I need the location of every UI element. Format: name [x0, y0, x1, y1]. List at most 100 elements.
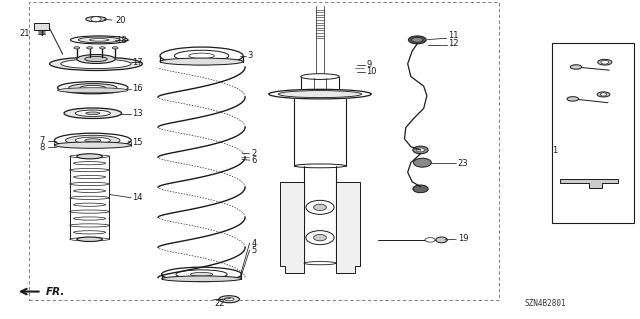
Ellipse shape — [219, 296, 239, 303]
Ellipse shape — [74, 175, 106, 179]
Text: 4: 4 — [252, 239, 257, 248]
Circle shape — [413, 185, 428, 193]
Ellipse shape — [100, 47, 105, 49]
Ellipse shape — [70, 182, 109, 186]
Ellipse shape — [301, 74, 339, 79]
Text: 6: 6 — [252, 156, 257, 165]
Ellipse shape — [84, 56, 108, 62]
Ellipse shape — [408, 36, 426, 44]
Ellipse shape — [425, 238, 435, 242]
Text: 16: 16 — [132, 84, 143, 93]
Circle shape — [306, 231, 334, 245]
Circle shape — [91, 17, 101, 22]
Circle shape — [306, 200, 334, 214]
Circle shape — [413, 146, 428, 154]
Text: 9: 9 — [366, 60, 371, 69]
Ellipse shape — [65, 135, 120, 145]
Ellipse shape — [79, 37, 120, 43]
Ellipse shape — [61, 59, 131, 69]
Ellipse shape — [87, 47, 92, 49]
Ellipse shape — [191, 272, 212, 276]
Text: 13: 13 — [132, 109, 143, 118]
Polygon shape — [336, 182, 360, 273]
Ellipse shape — [278, 91, 362, 98]
Ellipse shape — [58, 88, 128, 93]
Text: 17: 17 — [132, 58, 143, 67]
Ellipse shape — [69, 84, 117, 92]
Ellipse shape — [54, 133, 131, 147]
Ellipse shape — [58, 82, 128, 94]
Ellipse shape — [161, 267, 242, 281]
Polygon shape — [280, 182, 304, 273]
Ellipse shape — [570, 65, 582, 69]
Circle shape — [417, 148, 424, 152]
Text: 11: 11 — [448, 31, 458, 40]
Ellipse shape — [160, 47, 243, 64]
Text: 15: 15 — [132, 138, 143, 147]
Ellipse shape — [50, 57, 143, 70]
Text: 8: 8 — [40, 143, 45, 152]
Ellipse shape — [304, 262, 336, 265]
Ellipse shape — [80, 85, 106, 90]
Text: 21: 21 — [19, 29, 29, 38]
Text: 7: 7 — [40, 137, 45, 145]
Bar — [34, 23, 49, 30]
Ellipse shape — [294, 164, 346, 168]
Ellipse shape — [76, 137, 111, 144]
Ellipse shape — [160, 58, 243, 65]
Text: 12: 12 — [448, 39, 458, 48]
Ellipse shape — [74, 203, 106, 206]
Ellipse shape — [74, 217, 106, 220]
Ellipse shape — [70, 224, 109, 227]
Ellipse shape — [74, 231, 106, 234]
Ellipse shape — [161, 276, 242, 282]
Ellipse shape — [70, 155, 109, 158]
Ellipse shape — [77, 55, 115, 63]
Bar — [29, 2, 499, 300]
Ellipse shape — [174, 50, 229, 61]
Ellipse shape — [567, 97, 579, 101]
Ellipse shape — [54, 142, 131, 148]
Ellipse shape — [84, 139, 101, 142]
Ellipse shape — [64, 108, 122, 119]
Text: 3: 3 — [248, 51, 253, 60]
Ellipse shape — [86, 112, 100, 115]
Ellipse shape — [77, 154, 102, 159]
Ellipse shape — [77, 237, 102, 241]
Text: 22: 22 — [214, 299, 225, 308]
Text: FR.: FR. — [46, 286, 65, 297]
Text: 1: 1 — [552, 146, 557, 155]
Text: 18: 18 — [116, 36, 127, 45]
Ellipse shape — [70, 168, 109, 172]
Ellipse shape — [76, 110, 111, 116]
Ellipse shape — [90, 39, 109, 41]
Ellipse shape — [70, 238, 109, 241]
Text: 20: 20 — [115, 16, 125, 25]
Text: 19: 19 — [458, 234, 468, 243]
Text: 14: 14 — [132, 193, 143, 202]
Ellipse shape — [70, 36, 128, 44]
Ellipse shape — [86, 17, 106, 22]
Circle shape — [314, 234, 326, 241]
Ellipse shape — [269, 89, 371, 99]
Ellipse shape — [74, 162, 106, 165]
Bar — [552, 43, 634, 223]
Circle shape — [314, 204, 326, 211]
Ellipse shape — [436, 237, 447, 243]
Polygon shape — [560, 179, 618, 188]
Text: SZN4B2801: SZN4B2801 — [525, 299, 566, 308]
Ellipse shape — [74, 47, 79, 49]
Ellipse shape — [70, 196, 109, 199]
Ellipse shape — [598, 59, 612, 65]
Ellipse shape — [597, 92, 610, 97]
Circle shape — [600, 93, 607, 96]
Text: 23: 23 — [458, 159, 468, 168]
Ellipse shape — [225, 298, 234, 301]
Ellipse shape — [70, 210, 109, 213]
Ellipse shape — [74, 189, 106, 192]
Circle shape — [601, 60, 609, 64]
Ellipse shape — [189, 53, 214, 59]
Ellipse shape — [412, 38, 423, 42]
Ellipse shape — [176, 270, 227, 279]
Text: 10: 10 — [366, 67, 376, 76]
